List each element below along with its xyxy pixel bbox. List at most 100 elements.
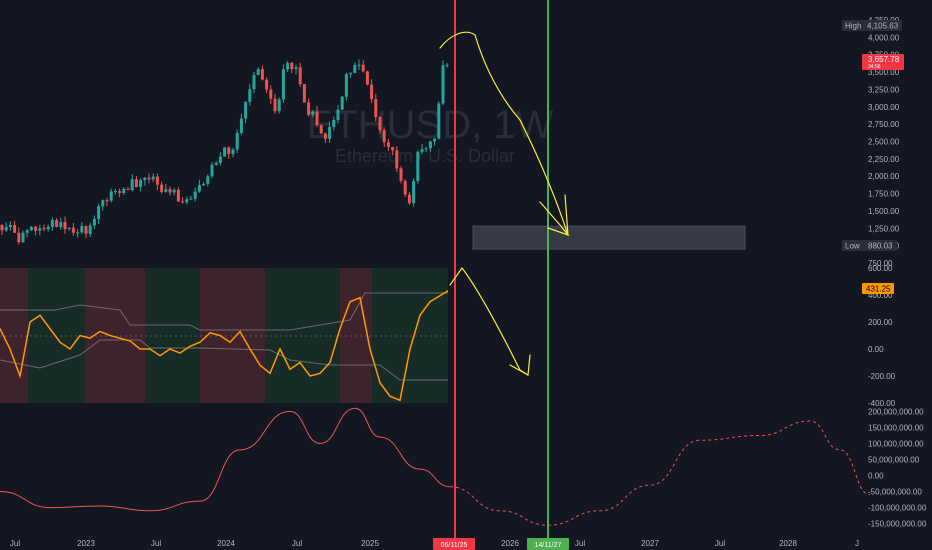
time-tick: 2024 [217,539,235,548]
candle-body [72,228,75,233]
candle-body [362,65,365,72]
oscillator-tick: 200.00 [868,318,893,327]
candle-body [248,89,251,102]
candle-body [366,71,369,84]
candle-body [404,181,407,195]
candle-body [265,80,268,90]
candle-body [223,148,226,157]
candle-body [257,69,260,75]
candle-body [68,228,71,229]
candle-body [5,227,8,230]
price-tick: 2,250.00 [868,155,900,164]
candle-body [185,199,188,202]
candle-body [101,200,104,206]
target-zone [473,226,745,249]
candle-body [425,148,428,149]
price-tick: 2,500.00 [868,138,900,147]
candle-body [332,120,335,127]
candle-body [324,133,327,138]
time-tick: Jul [715,539,725,548]
candle-body [169,189,172,192]
time-tick: 2028 [779,539,797,548]
candle-body [416,152,419,181]
lower-tick: -150,000,000.00 [868,520,927,529]
candle-body [328,127,331,139]
candle-body [152,177,155,180]
candle-body [349,73,352,74]
candle-body [55,220,58,227]
last-price-badge: 3,657.78 34:56 [862,54,904,70]
time-tick: Jul [151,539,161,548]
candle-body [244,102,247,119]
price-axis: 750.001,000.001,250.001,500.001,750.002,… [868,16,900,268]
candle-body [93,219,96,226]
candle-body [433,139,436,142]
time-tick: 2026 [501,539,519,548]
candle-body [307,103,310,115]
candle-body [236,133,239,150]
svg-text:880.03: 880.03 [868,242,893,251]
candle-body [219,157,222,163]
candle-body [97,206,100,219]
candle-body [156,177,159,185]
candle-body [232,150,235,154]
time-tick: 2023 [77,539,95,548]
price-tick: 3,250.00 [868,85,900,94]
time-tick: J [855,539,859,548]
lower-tick: -50,000,000.00 [868,488,922,497]
candle-body [383,130,386,142]
candle-body [34,227,37,231]
price-tick: 2,000.00 [868,172,900,181]
candle-body [118,191,121,193]
svg-text:3,657.78: 3,657.78 [868,55,900,64]
candle-body [408,195,411,204]
candle-body [269,90,272,99]
candle-body [320,125,323,133]
svg-text:34:56: 34:56 [868,64,881,70]
candle-body [164,189,167,192]
candle-body [114,191,117,192]
candle-body [190,199,193,200]
candle-body [341,97,344,110]
candle-body [143,178,146,180]
svg-text:06/11/25: 06/11/25 [441,542,468,549]
oscillator-tick: -200.00 [868,372,896,381]
candle-body [345,74,348,96]
lower-indicator-solid [0,408,450,511]
svg-text:High: High [845,22,861,31]
candle-body [391,147,394,150]
candle-body [295,67,298,69]
price-tick: 1,750.00 [868,190,900,199]
price-tick: 4,000.00 [868,33,900,42]
candle-body [429,141,432,148]
candle-body [22,233,25,242]
candle-body [47,227,50,229]
candle-body [64,222,67,229]
candle-body [110,191,113,200]
candle-body [316,112,319,126]
price-tick: 3,000.00 [868,103,900,112]
time-tick: 2025 [361,539,379,548]
candle-body [303,84,306,102]
osc-value-badge: 431.25 [862,283,894,294]
lower-indicator-axis: 200,000,000.00150,000,000.00100,000,000.… [868,407,927,528]
lower-tick: 100,000,000.00 [868,439,924,448]
candle-body [127,189,130,190]
candle-body [379,117,382,130]
lower-tick: -100,000,000.00 [868,504,927,513]
svg-text:14/11/27: 14/11/27 [535,542,562,549]
price-tick: 2,750.00 [868,120,900,129]
candle-body [353,65,356,73]
candle-body [80,226,83,232]
candle-body [421,149,424,151]
candle-body [282,69,285,99]
date-green-badge: 14/11/27 [527,538,569,550]
lower-tick: 0.00 [868,472,884,481]
candle-body [1,225,4,231]
candle-body [290,63,293,69]
candle-body [206,176,209,184]
candle-body [13,225,16,233]
candle-body [358,65,361,66]
candle-body [59,222,62,227]
